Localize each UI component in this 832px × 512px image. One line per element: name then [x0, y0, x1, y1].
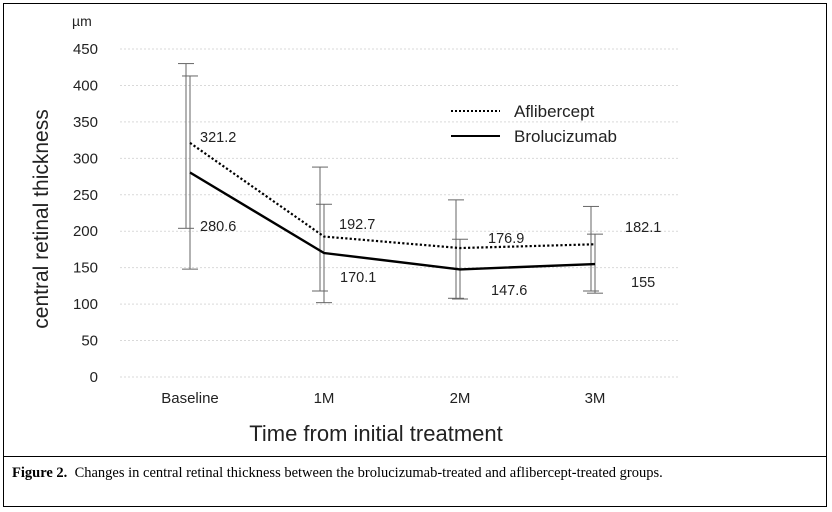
chart: 0 50 100 150 200 250 300 350 400 450 Baseline 1M 2M… [30, 13, 680, 446]
figure-frame: 0 50 100 150 200 250 300 350 400 450 Baseline 1M 2M… [3, 3, 827, 507]
x-tick-label: 3M [585, 390, 606, 407]
y-unit-label: µm [72, 13, 92, 29]
x-tick-labels: Baseline 1M 2M 3M [161, 390, 605, 407]
gridlines [120, 48, 680, 378]
series-lines [189, 141, 596, 271]
data-label: 170.1 [340, 270, 376, 286]
data-label: 147.6 [491, 283, 527, 299]
y-axis-title: central retinal thickness [30, 109, 53, 328]
data-label: 192.7 [339, 217, 375, 233]
y-tick-label: 50 [81, 333, 98, 350]
y-tick-label: 300 [73, 150, 98, 167]
legend-label-brolucizumab: Brolucizumab [514, 127, 617, 146]
data-label: 280.6 [200, 219, 236, 235]
y-tick-label: 450 [73, 41, 98, 58]
y-tick-labels: 0 50 100 150 200 250 300 350 400 450 [73, 41, 98, 386]
y-tick-label: 0 [90, 369, 98, 386]
caption-divider [4, 456, 826, 457]
data-label: 182.1 [625, 220, 661, 236]
data-label: 176.9 [488, 231, 524, 247]
y-tick-label: 100 [73, 296, 98, 313]
series-line-brolucizumab [189, 171, 596, 271]
error-bars [178, 63, 603, 304]
data-label: 321.2 [200, 130, 236, 146]
x-tick-label: Baseline [161, 390, 219, 407]
x-tick-label: 2M [450, 390, 471, 407]
figure-caption: Figure 2. Changes in central retinal thi… [12, 462, 820, 484]
y-tick-label: 250 [73, 187, 98, 204]
caption-text: Changes in central retinal thickness bet… [74, 465, 663, 481]
data-label: 155 [631, 275, 655, 291]
caption-label: Figure 2. [12, 465, 68, 481]
y-tick-label: 350 [73, 114, 98, 131]
y-tick-label: 150 [73, 260, 98, 277]
legend-label-aflibercept: Aflibercept [514, 102, 595, 121]
legend: Aflibercept Brolucizumab [451, 102, 617, 146]
y-tick-label: 400 [73, 77, 98, 94]
x-tick-label: 1M [314, 390, 335, 407]
x-axis-title: Time from initial treatment [249, 421, 502, 446]
data-labels: 321.2 192.7 176.9 182.1 280.6 170.1 147.6 155 [200, 130, 661, 299]
y-tick-label: 200 [73, 223, 98, 240]
